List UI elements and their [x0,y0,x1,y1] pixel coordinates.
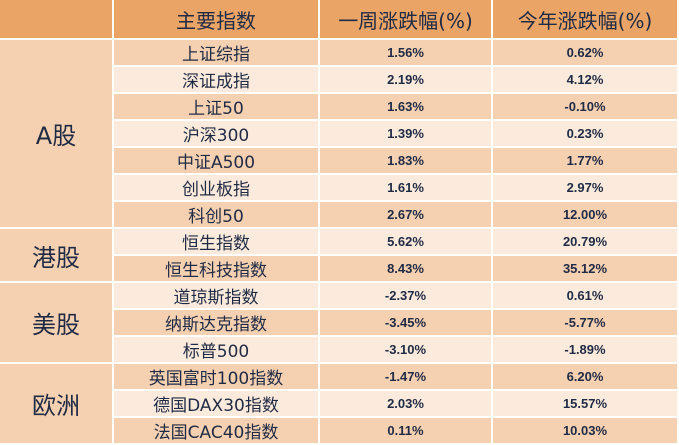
row-3-week: 1.39% [320,121,493,148]
row-8-week: 8.43% [320,256,493,283]
row-0-week: 1.56% [320,40,493,67]
row-7-week: 5.62% [320,229,493,256]
region-hong-kong: 港股 [0,229,114,283]
header-index-name: 主要指数 [114,0,320,40]
row-8-index: 恒生科技指数 [114,256,320,283]
row-4-ytd: 1.77% [493,148,679,175]
row-1-index: 深证成指 [114,67,320,94]
row-12-ytd: 6.20% [493,364,679,391]
row-14-ytd: 10.03% [493,418,679,445]
row-6-index: 科创50 [114,202,320,229]
row-7-ytd: 20.79% [493,229,679,256]
region-a-shares: A股 [0,40,114,229]
row-2-ytd: -0.10% [493,94,679,121]
row-10-index: 纳斯达克指数 [114,310,320,337]
header-week-change: 一周涨跌幅(%) [320,0,493,40]
row-9-week: -2.37% [320,283,493,310]
row-11-index: 标普500 [114,337,320,364]
row-2-week: 1.63% [320,94,493,121]
row-11-ytd: -1.89% [493,337,679,364]
row-12-index: 英国富时100指数 [114,364,320,391]
row-6-ytd: 12.00% [493,202,679,229]
row-7-index: 恒生指数 [114,229,320,256]
row-8-ytd: 35.12% [493,256,679,283]
row-3-index: 沪深300 [114,121,320,148]
row-9-index: 道琼斯指数 [114,283,320,310]
row-5-ytd: 2.97% [493,175,679,202]
row-14-index: 法国CAC40指数 [114,418,320,445]
row-12-week: -1.47% [320,364,493,391]
row-0-ytd: 0.62% [493,40,679,67]
row-9-ytd: 0.61% [493,283,679,310]
row-13-week: 2.03% [320,391,493,418]
row-13-index: 德国DAX30指数 [114,391,320,418]
header-region [0,0,114,40]
row-4-index: 中证A500 [114,148,320,175]
row-10-week: -3.45% [320,310,493,337]
row-4-week: 1.83% [320,148,493,175]
row-6-week: 2.67% [320,202,493,229]
region-europe: 欧洲 [0,364,114,445]
row-10-ytd: -5.77% [493,310,679,337]
row-11-week: -3.10% [320,337,493,364]
row-2-index: 上证50 [114,94,320,121]
header-ytd-change: 今年涨跌幅(%) [493,0,679,40]
row-1-ytd: 4.12% [493,67,679,94]
region-us: 美股 [0,283,114,364]
row-14-week: 0.11% [320,418,493,445]
row-5-week: 1.61% [320,175,493,202]
row-1-week: 2.19% [320,67,493,94]
row-3-ytd: 0.23% [493,121,679,148]
row-5-index: 创业板指 [114,175,320,202]
row-13-ytd: 15.57% [493,391,679,418]
row-0-index: 上证综指 [114,40,320,67]
